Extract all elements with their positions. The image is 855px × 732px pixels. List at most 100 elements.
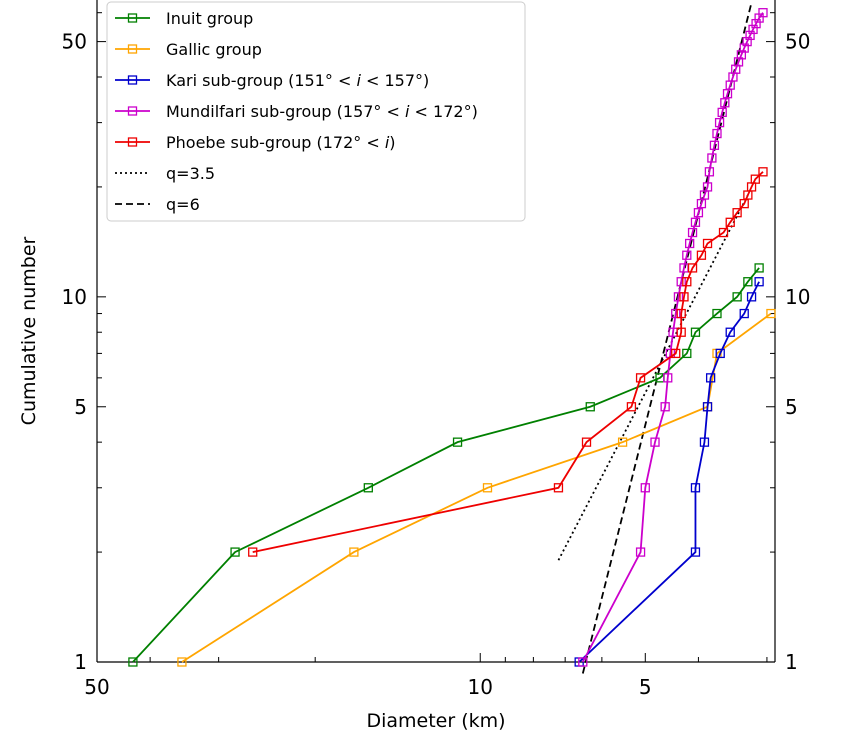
data-point	[702, 402, 713, 412]
data-point	[230, 547, 240, 557]
data-point	[581, 437, 592, 447]
data-point	[705, 373, 716, 383]
data-point	[745, 30, 755, 41]
data-point	[682, 348, 692, 359]
data-point	[690, 327, 701, 337]
data-point	[696, 250, 707, 260]
series-3	[578, 8, 768, 667]
data-point	[715, 348, 725, 359]
data-point	[553, 483, 564, 493]
data-point	[714, 117, 725, 128]
data-point	[732, 292, 742, 302]
axis-ticks: 50 10 5 1 1 5 5 10 10 50 50	[62, 12, 810, 699]
data-point	[748, 24, 758, 35]
data-point	[758, 167, 768, 177]
y-tick-label-right: 10	[785, 285, 810, 309]
data-point	[732, 208, 742, 218]
legend-label: Phoebe sub-group (172° < i)	[166, 133, 396, 152]
series-1	[177, 308, 776, 667]
data-point	[349, 547, 359, 557]
data-point	[578, 657, 588, 667]
data-point	[676, 277, 686, 287]
legend-marker	[127, 44, 138, 54]
data-point	[693, 208, 704, 218]
data-point	[754, 263, 764, 273]
data-point	[248, 547, 258, 557]
data-point	[739, 308, 749, 319]
legend-marker	[127, 137, 138, 147]
data-point	[725, 217, 735, 227]
legend-label: Gallic group	[166, 40, 262, 59]
data-point	[640, 483, 650, 493]
data-point	[663, 373, 673, 383]
data-point	[682, 250, 692, 260]
data-point	[751, 18, 761, 29]
data-point	[709, 140, 720, 150]
data-point	[720, 98, 730, 108]
data-point	[676, 327, 686, 337]
data-point	[482, 483, 493, 493]
data-point	[687, 227, 698, 238]
data-point	[687, 263, 698, 273]
data-point	[758, 8, 768, 18]
data-point	[739, 43, 749, 53]
data-point	[718, 227, 729, 238]
legend: Inuit group Gallic group Kari sub-group (1…	[106, 1, 526, 222]
data-point	[702, 238, 713, 249]
data-point	[635, 547, 646, 557]
data-point	[635, 373, 646, 383]
data-point	[626, 402, 637, 412]
data-point	[736, 50, 747, 60]
legend-label: q=3.5	[166, 164, 215, 183]
data-point	[685, 238, 695, 249]
data-point	[754, 277, 764, 287]
data-point	[733, 57, 744, 67]
data-point	[585, 402, 595, 412]
series-line	[252, 171, 764, 553]
x-axis-label: Diameter (km)	[366, 710, 505, 732]
data-point	[671, 308, 681, 319]
data-point	[673, 292, 684, 302]
legend-box	[106, 1, 526, 222]
reference-line-q=3.5	[557, 194, 749, 561]
data-point	[743, 277, 753, 287]
data-point	[177, 657, 187, 667]
data-point	[699, 437, 710, 447]
data-point	[650, 437, 660, 447]
legend-marker	[127, 75, 138, 85]
data-point	[690, 483, 701, 493]
data-series	[128, 8, 776, 667]
data-point	[679, 292, 689, 302]
data-point	[750, 174, 760, 184]
data-point	[660, 402, 670, 412]
x-tick-label: 50	[84, 675, 109, 699]
data-point	[128, 657, 138, 667]
data-point	[766, 308, 776, 319]
y-tick-label-left: 5	[74, 395, 87, 419]
data-point	[707, 153, 717, 163]
reference-lines	[557, 2, 753, 674]
data-point	[704, 167, 715, 177]
data-point	[746, 292, 757, 302]
data-point	[671, 348, 681, 359]
legend-marker	[127, 13, 138, 23]
y-tick-label-left: 10	[62, 285, 87, 309]
data-point	[712, 128, 722, 139]
y-tick-label-right: 50	[785, 30, 810, 54]
legend-label: Inuit group	[166, 9, 253, 28]
data-point	[725, 327, 735, 337]
y-tick-label-left: 50	[62, 30, 87, 54]
y-tick-label-right: 5	[785, 395, 798, 419]
series-line	[132, 267, 760, 663]
series-line	[578, 281, 760, 663]
data-point	[712, 308, 722, 319]
reference-line-q=6	[581, 2, 753, 674]
legend-label: q=6	[166, 195, 200, 214]
data-point	[452, 437, 463, 447]
data-point	[742, 36, 752, 47]
data-point	[690, 547, 701, 557]
data-point	[690, 217, 701, 227]
data-point	[617, 437, 628, 447]
y-tick-label-right: 1	[785, 650, 798, 674]
